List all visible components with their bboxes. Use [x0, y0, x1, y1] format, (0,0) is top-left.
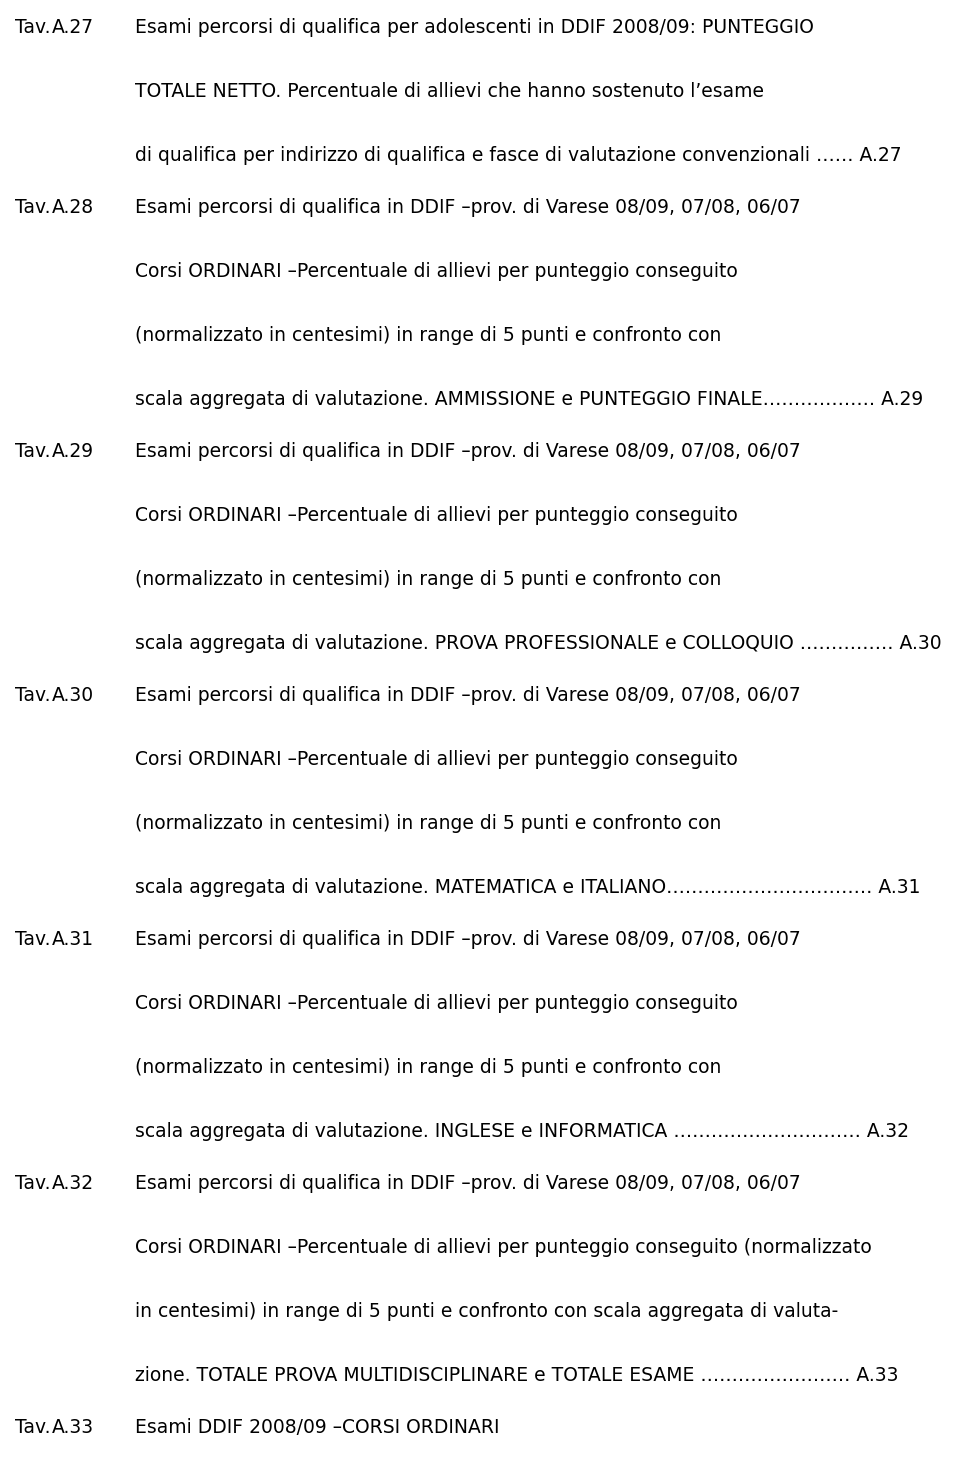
Text: scala aggregata di valutazione. AMMISSIONE e PUNTEGGIO FINALE……………… A.29: scala aggregata di valutazione. AMMISSIO…: [135, 390, 924, 409]
Text: Esami percorsi di qualifica in DDIF –prov. di Varese 08/09, 07/08, 06/07: Esami percorsi di qualifica in DDIF –pro…: [135, 931, 801, 950]
Text: scala aggregata di valutazione. MATEMATICA e ITALIANO…………………………… A.31: scala aggregata di valutazione. MATEMATI…: [135, 878, 921, 897]
Text: Corsi ORDINARI –Percentuale di allievi per punteggio conseguito: Corsi ORDINARI –Percentuale di allievi p…: [135, 749, 737, 768]
Text: Esami percorsi di qualifica in DDIF –prov. di Varese 08/09, 07/08, 06/07: Esami percorsi di qualifica in DDIF –pro…: [135, 1175, 801, 1194]
Text: (normalizzato in centesimi) in range di 5 punti e confronto con: (normalizzato in centesimi) in range di …: [135, 570, 721, 589]
Text: Corsi ORDINARI –Percentuale di allievi per punteggio conseguito: Corsi ORDINARI –Percentuale di allievi p…: [135, 262, 737, 281]
Text: zione. TOTALE PROVA MULTIDISCIPLINARE e TOTALE ESAME …………………… A.33: zione. TOTALE PROVA MULTIDISCIPLINARE e …: [135, 1366, 899, 1385]
Text: Esami percorsi di qualifica in DDIF –prov. di Varese 08/09, 07/08, 06/07: Esami percorsi di qualifica in DDIF –pro…: [135, 199, 801, 218]
Text: (normalizzato in centesimi) in range di 5 punti e confronto con: (normalizzato in centesimi) in range di …: [135, 1058, 721, 1077]
Text: Tav.: Tav.: [15, 1175, 51, 1194]
Text: TOTALE NETTO. Percentuale di allievi che hanno sostenuto l’esame: TOTALE NETTO. Percentuale di allievi che…: [135, 82, 764, 101]
Text: Corsi ORDINARI –Percentuale di allievi per punteggio conseguito: Corsi ORDINARI –Percentuale di allievi p…: [135, 993, 737, 1012]
Text: A.33: A.33: [52, 1419, 94, 1438]
Text: A.27: A.27: [52, 18, 94, 37]
Text: in centesimi) in range di 5 punti e confronto con scala aggregata di valuta-: in centesimi) in range di 5 punti e conf…: [135, 1302, 838, 1321]
Text: A.28: A.28: [52, 199, 94, 218]
Text: Esami percorsi di qualifica per adolescenti in DDIF 2008/09: PUNTEGGIO: Esami percorsi di qualifica per adolesce…: [135, 18, 814, 37]
Text: scala aggregata di valutazione. PROVA PROFESSIONALE e COLLOQUIO …………… A.30: scala aggregata di valutazione. PROVA PR…: [135, 634, 942, 653]
Text: Tav.: Tav.: [15, 443, 51, 462]
Text: Corsi ORDINARI –Percentuale di allievi per punteggio conseguito: Corsi ORDINARI –Percentuale di allievi p…: [135, 506, 737, 524]
Text: (normalizzato in centesimi) in range di 5 punti e confronto con: (normalizzato in centesimi) in range di …: [135, 814, 721, 833]
Text: A.32: A.32: [52, 1175, 94, 1194]
Text: Tav.: Tav.: [15, 18, 51, 37]
Text: Tav.: Tav.: [15, 931, 51, 950]
Text: Esami percorsi di qualifica in DDIF –prov. di Varese 08/09, 07/08, 06/07: Esami percorsi di qualifica in DDIF –pro…: [135, 443, 801, 462]
Text: A.31: A.31: [52, 931, 94, 950]
Text: A.29: A.29: [52, 443, 94, 462]
Text: Corsi ORDINARI –Percentuale di allievi per punteggio conseguito (normalizzato: Corsi ORDINARI –Percentuale di allievi p…: [135, 1237, 872, 1256]
Text: di qualifica per indirizzo di qualifica e fasce di valutazione convenzionali …… : di qualifica per indirizzo di qualifica …: [135, 146, 901, 165]
Text: A.30: A.30: [52, 687, 94, 706]
Text: scala aggregata di valutazione. INGLESE e INFORMATICA ………………………… A.32: scala aggregata di valutazione. INGLESE …: [135, 1122, 909, 1141]
Text: Tav.: Tav.: [15, 687, 51, 706]
Text: Tav.: Tav.: [15, 1419, 51, 1438]
Text: Esami DDIF 2008/09 –CORSI ORDINARI: Esami DDIF 2008/09 –CORSI ORDINARI: [135, 1419, 499, 1438]
Text: Esami percorsi di qualifica in DDIF –prov. di Varese 08/09, 07/08, 06/07: Esami percorsi di qualifica in DDIF –pro…: [135, 687, 801, 706]
Text: (normalizzato in centesimi) in range di 5 punti e confronto con: (normalizzato in centesimi) in range di …: [135, 326, 721, 345]
Text: Tav.: Tav.: [15, 199, 51, 218]
